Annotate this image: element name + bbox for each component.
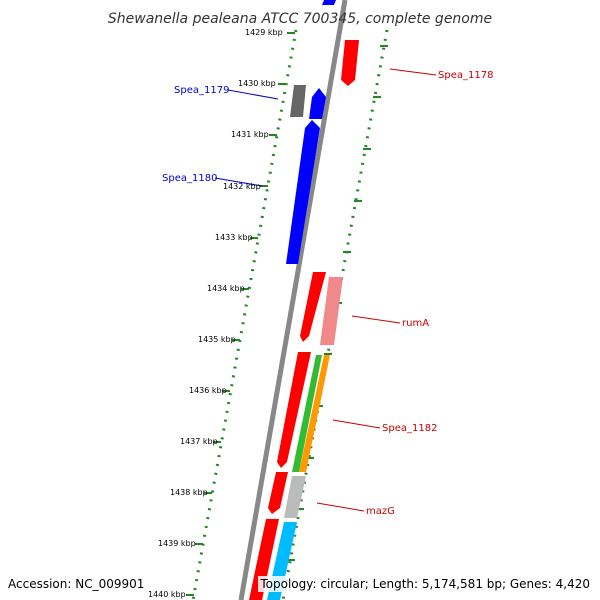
cds-feature[interactable] [320, 277, 343, 345]
gene-label-mazg[interactable]: mazG [366, 506, 395, 517]
cds-feature[interactable] [284, 476, 306, 518]
tick-label: 1431 kbp [231, 130, 269, 139]
label-leader-line [351, 315, 401, 324]
gene-label-spea-1182[interactable]: Spea_1182 [382, 423, 437, 434]
cds-feature[interactable] [292, 355, 322, 472]
tick-label: 1429 kbp [245, 28, 283, 37]
gene-label-ruma[interactable]: rumA [402, 318, 429, 329]
cds-feature[interactable] [268, 472, 288, 514]
tick-label: 1440 kbp [148, 590, 186, 599]
tick-label: 1439 kbp [158, 539, 196, 548]
tick-label: 1433 kbp [215, 233, 253, 242]
inner-dotted-ring [191, 29, 298, 600]
cds-feature[interactable] [277, 352, 311, 468]
accession-text: Accession: NC_009901 [6, 576, 147, 592]
tick-label: 1437 kbp [180, 437, 218, 446]
label-leader-line [332, 419, 381, 429]
cds-feature[interactable] [299, 355, 330, 472]
label-leader-line [227, 89, 279, 100]
gene-label-spea-1180[interactable]: Spea_1180 [162, 173, 217, 184]
label-leader-line [389, 68, 437, 76]
cds-feature[interactable] [309, 88, 326, 119]
cds-feature[interactable] [249, 519, 279, 600]
inner-ring-ticks [186, 32, 295, 596]
tick-label: 1430 kbp [238, 79, 276, 88]
cds-feature[interactable] [300, 272, 326, 342]
gene-label-spea-1179[interactable]: Spea_1179 [174, 85, 229, 96]
label-leader-line [214, 177, 263, 187]
gene-label-spea-1178[interactable]: Spea_1178 [438, 70, 493, 81]
label-leader-line [316, 502, 365, 512]
tick-label: 1434 kbp [207, 284, 245, 293]
cds-feature[interactable] [290, 85, 306, 117]
tick-label: 1436 kbp [189, 386, 227, 395]
cds-feature[interactable] [286, 120, 320, 264]
cds-feature[interactable] [341, 40, 359, 86]
tick-label: 1438 kbp [170, 488, 208, 497]
genome-backbone [238, 0, 348, 600]
tick-label: 1435 kbp [198, 335, 236, 344]
cds-feature[interactable] [322, 0, 336, 5]
map-title: Shewanella pealeana ATCC 700345, complet… [108, 11, 492, 27]
topology-text: Topology: circular; Length: 5,174,581 bp… [258, 576, 592, 592]
tick-label: 1432 kbp [223, 182, 261, 191]
